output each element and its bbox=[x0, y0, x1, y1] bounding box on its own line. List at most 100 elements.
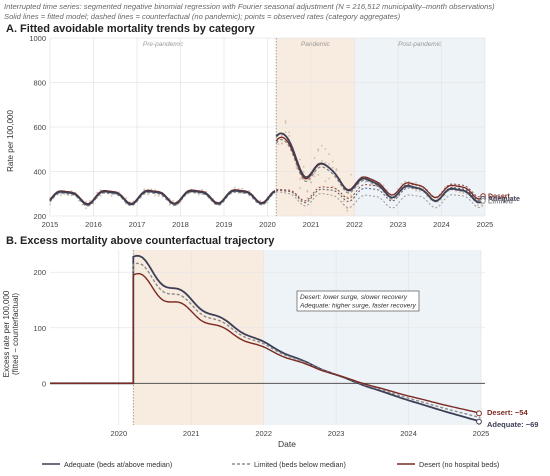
fitted-limited-pre bbox=[49, 191, 276, 207]
observed-point bbox=[197, 194, 200, 196]
panel-a-ylabel: Rate per 100,000 bbox=[6, 110, 15, 172]
observed-point bbox=[444, 194, 446, 197]
observed-point bbox=[154, 194, 157, 197]
panel-a-ytick: 600 bbox=[33, 123, 46, 132]
observed-point bbox=[147, 193, 149, 196]
observed-point bbox=[331, 166, 334, 169]
observed-point bbox=[400, 183, 403, 185]
observed-point bbox=[299, 178, 301, 181]
observed-point bbox=[168, 203, 171, 206]
observed-point bbox=[125, 197, 127, 200]
observed-point bbox=[342, 200, 345, 203]
observed-point bbox=[408, 180, 410, 183]
observed-point bbox=[364, 181, 367, 183]
observed-point bbox=[346, 196, 349, 198]
observed-point bbox=[382, 184, 385, 187]
observed-point bbox=[476, 204, 479, 207]
panel-a-period-label: Post-pandemic bbox=[398, 41, 442, 48]
observed-point bbox=[67, 194, 69, 197]
observed-point bbox=[277, 143, 280, 146]
observed-point bbox=[328, 163, 330, 166]
end-label-limited: Limited bbox=[488, 198, 513, 205]
panel-b: B. Excess mortality above counterfactual… bbox=[2, 235, 538, 449]
observed-point bbox=[415, 181, 417, 184]
panel-b-title: B. Excess mortality above counterfactual… bbox=[6, 235, 275, 247]
panel-a-xtick: 2021 bbox=[303, 220, 320, 229]
observed-point bbox=[317, 173, 320, 176]
excess-line-adequate bbox=[50, 254, 481, 423]
counterfactual-limited bbox=[276, 191, 485, 209]
observed-point bbox=[284, 122, 287, 124]
panel-b-xlabel: Date bbox=[278, 439, 296, 449]
observed-point bbox=[466, 193, 468, 196]
observed-point bbox=[288, 135, 291, 137]
observed-point bbox=[317, 148, 320, 151]
observed-point bbox=[281, 142, 283, 145]
observed-point bbox=[313, 175, 316, 178]
annotation-text: Adequate: higher surge, faster recovery bbox=[299, 303, 417, 310]
observed-point bbox=[458, 191, 461, 194]
panel-b-ytick: 100 bbox=[33, 324, 46, 333]
annotation-text: Desert: lower surge, slower recovery bbox=[300, 294, 408, 301]
observed-point bbox=[295, 167, 298, 170]
observed-point bbox=[350, 173, 352, 176]
observed-point bbox=[143, 188, 146, 191]
annotation-box bbox=[296, 290, 420, 312]
observed-point bbox=[404, 180, 407, 183]
panel-b-band-pandemic bbox=[133, 250, 264, 425]
legend-label: Desert (no hospital beds) bbox=[419, 460, 499, 469]
observed-point bbox=[350, 194, 352, 197]
observed-point bbox=[241, 187, 244, 190]
header-line-1: Interrupted time series: segmented negat… bbox=[4, 2, 495, 11]
observed-point bbox=[70, 190, 73, 192]
observed-point bbox=[310, 181, 312, 184]
observed-point bbox=[324, 148, 327, 150]
panel-a-xtick: 2025 bbox=[477, 220, 494, 229]
panel-b-xtick: 2022 bbox=[255, 429, 272, 438]
observed-point bbox=[331, 160, 334, 163]
panel-a-title: A. Fitted avoidable mortality trends by … bbox=[6, 23, 256, 35]
panel-b-xtick: 2024 bbox=[400, 429, 417, 438]
panel-a-xtick: 2016 bbox=[85, 220, 102, 229]
legend: Adequate (beds at/above median) Limited (… bbox=[42, 460, 499, 469]
observed-point bbox=[99, 189, 102, 192]
observed-point bbox=[259, 199, 262, 202]
observed-point bbox=[444, 186, 446, 188]
observed-point bbox=[60, 194, 62, 197]
observed-point bbox=[328, 177, 330, 180]
observed-point bbox=[331, 185, 334, 188]
observed-point bbox=[295, 165, 298, 168]
observed-point bbox=[234, 186, 236, 189]
observed-point bbox=[157, 195, 160, 197]
legend-label: Adequate (beds at/above median) bbox=[64, 460, 172, 469]
observed-point bbox=[321, 159, 323, 162]
observed-point bbox=[201, 188, 204, 191]
observed-point bbox=[346, 209, 349, 212]
excess-line-desert bbox=[50, 272, 481, 414]
observed-point bbox=[335, 168, 338, 170]
observed-point bbox=[321, 144, 323, 147]
observed-point bbox=[99, 194, 102, 197]
legend-label: Limited (beds below median) bbox=[254, 460, 346, 469]
observed-point bbox=[440, 199, 443, 201]
observed-point bbox=[299, 158, 301, 161]
panel-a-period-label: Pandemic bbox=[301, 41, 331, 48]
observed-point bbox=[306, 190, 309, 193]
observed-point bbox=[96, 191, 98, 194]
observed-point bbox=[480, 203, 483, 206]
observed-point bbox=[462, 192, 465, 195]
observed-point bbox=[284, 120, 287, 123]
panel-a-period-label: Pre-pandemic bbox=[143, 41, 184, 48]
end-marker-limited bbox=[480, 198, 486, 204]
observed-point bbox=[302, 170, 305, 173]
observed-point bbox=[313, 157, 316, 160]
panel-a-ytick: 1000 bbox=[29, 34, 46, 43]
observed-point bbox=[281, 134, 283, 137]
observed-point bbox=[89, 199, 91, 202]
end-marker-adequate bbox=[476, 418, 482, 425]
observed-point bbox=[288, 131, 291, 134]
excess-line-limited bbox=[50, 262, 481, 419]
panel-a-xtick: 2020 bbox=[259, 220, 276, 229]
panel-b-ylabel-line-2: (fitted − counterfactual) bbox=[11, 293, 20, 375]
